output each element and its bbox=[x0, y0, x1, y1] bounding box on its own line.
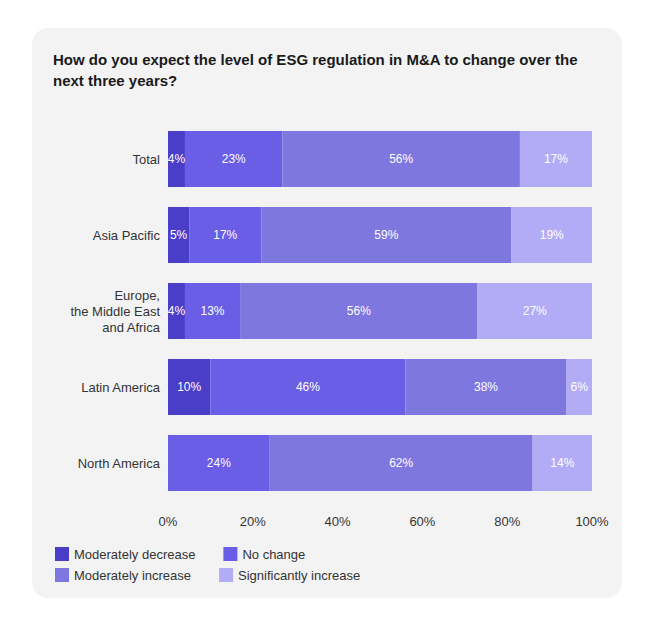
svg-text:24%: 24% bbox=[207, 456, 231, 470]
svg-text:38%: 38% bbox=[474, 380, 498, 394]
svg-text:North America: North America bbox=[78, 456, 161, 471]
svg-text:80%: 80% bbox=[494, 514, 520, 529]
svg-text:19%: 19% bbox=[540, 228, 564, 242]
svg-text:56%: 56% bbox=[347, 304, 371, 318]
svg-text:4%: 4% bbox=[168, 152, 186, 166]
svg-text:4%: 4% bbox=[168, 304, 186, 318]
svg-text:5%: 5% bbox=[170, 228, 188, 242]
svg-text:23%: 23% bbox=[222, 152, 246, 166]
svg-text:Asia Pacific: Asia Pacific bbox=[93, 228, 161, 243]
svg-text:59%: 59% bbox=[374, 228, 398, 242]
svg-text:next three years?: next three years? bbox=[53, 72, 177, 89]
svg-text:Europe,: Europe, bbox=[114, 288, 160, 303]
svg-text:Total: Total bbox=[133, 152, 161, 167]
svg-text:56%: 56% bbox=[389, 152, 413, 166]
svg-text:20%: 20% bbox=[240, 514, 266, 529]
svg-text:14%: 14% bbox=[550, 456, 574, 470]
svg-text:and Africa: and Africa bbox=[102, 320, 161, 335]
svg-text:10%: 10% bbox=[177, 380, 201, 394]
svg-text:Significantly increase: Significantly increase bbox=[238, 568, 360, 583]
svg-text:27%: 27% bbox=[523, 304, 547, 318]
svg-text:6%: 6% bbox=[571, 380, 589, 394]
svg-text:100%: 100% bbox=[575, 514, 609, 529]
svg-text:62%: 62% bbox=[389, 456, 413, 470]
svg-text:Moderately increase: Moderately increase bbox=[74, 568, 191, 583]
svg-text:17%: 17% bbox=[544, 152, 568, 166]
svg-text:13%: 13% bbox=[201, 304, 225, 318]
svg-text:How do you expect the level of: How do you expect the level of ESG regul… bbox=[53, 51, 578, 68]
svg-text:60%: 60% bbox=[409, 514, 435, 529]
svg-text:40%: 40% bbox=[325, 514, 351, 529]
svg-text:46%: 46% bbox=[296, 380, 320, 394]
svg-text:17%: 17% bbox=[213, 228, 237, 242]
svg-text:No change: No change bbox=[242, 547, 305, 562]
svg-text:0%: 0% bbox=[159, 514, 178, 529]
svg-text:Moderately decrease: Moderately decrease bbox=[74, 547, 195, 562]
svg-text:Latin America: Latin America bbox=[81, 380, 161, 395]
svg-text:the Middle East: the Middle East bbox=[70, 304, 160, 319]
